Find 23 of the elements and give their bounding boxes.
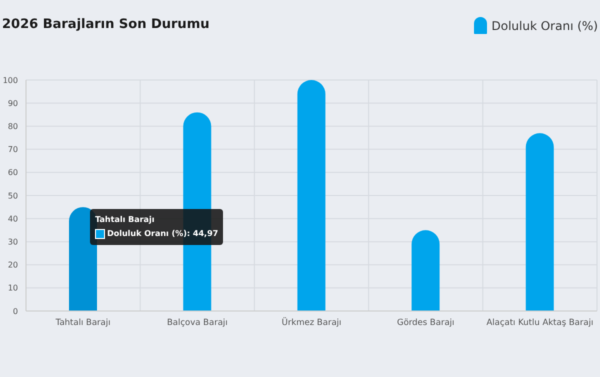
bar [412,230,440,311]
bar [297,80,326,311]
bar [69,207,97,311]
x-tick-label: Alaçatı Kutlu Aktaş Barajı [486,318,594,328]
x-tick-label: Ürkmez Barajı [282,317,342,328]
y-tick-label: 70 [8,145,18,154]
y-tick-label: 50 [8,191,18,200]
legend-label: Doluluk Oranı (%) [492,18,598,32]
y-tick-label: 60 [8,168,18,178]
y-tick-label: 30 [8,238,18,247]
y-tick-label: 0 [12,306,18,316]
x-tick-label: Gördes Barajı [397,318,454,328]
x-tick-label: Balçova Barajı [166,318,228,328]
y-tick-label: 10 [8,284,18,293]
y-tick-label: 40 [8,214,18,224]
y-tick-label: 100 [2,76,18,85]
annotation: Tahtalı Barajı Doluluk Oranı (%): 44,97 [95,214,218,240]
x-tick-label: Tahtalı Barajı [54,318,111,328]
y-tick-label: 90 [8,98,18,108]
bar [526,133,554,311]
chart-title: 2026 Barajların Son Durumu [2,17,210,32]
y-tick-label: 80 [8,122,18,132]
y-tick-label: 20 [8,260,18,270]
